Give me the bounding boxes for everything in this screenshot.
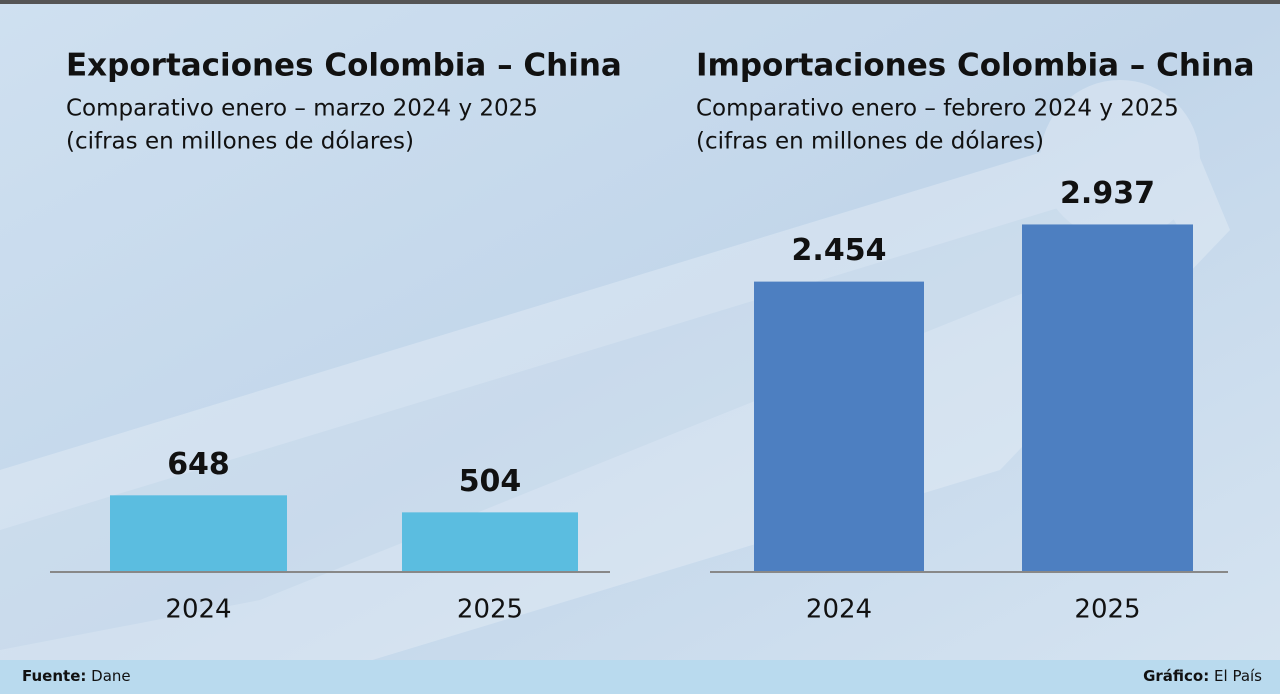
chart-title: Exportaciones Colombia – China	[66, 48, 622, 84]
credit-label: Gráfico:	[1143, 667, 1209, 685]
value-label: 504	[459, 464, 522, 499]
x-tick-label: 2025	[1074, 595, 1140, 625]
chart-title: Importaciones Colombia – China	[696, 48, 1255, 84]
bar	[110, 495, 287, 572]
chart-subtitle: Comparativo enero – febrero 2024 y 2025	[696, 96, 1179, 122]
x-tick-label: 2024	[806, 595, 872, 625]
bar	[754, 281, 924, 572]
top-rule	[0, 0, 1280, 4]
value-label: 2.454	[792, 233, 887, 268]
chart-subtitle: (cifras en millones de dólares)	[66, 129, 414, 155]
bar	[402, 512, 578, 572]
footer-credit: Gráfico: El País	[1143, 667, 1262, 685]
credit: El País	[1214, 667, 1262, 685]
bar	[1022, 224, 1193, 572]
source: Dane	[91, 667, 130, 685]
chart-subtitle: Comparativo enero – marzo 2024 y 2025	[66, 96, 538, 122]
chart-subtitle: (cifras en millones de dólares)	[696, 129, 1044, 155]
value-label: 2.937	[1060, 176, 1155, 211]
x-tick-label: 2025	[457, 595, 523, 625]
footer-bar	[0, 660, 1280, 694]
source-label: Fuente:	[22, 667, 86, 685]
footer-source: Fuente: Dane	[22, 667, 131, 685]
x-tick-label: 2024	[165, 595, 231, 625]
value-label: 648	[167, 447, 230, 482]
